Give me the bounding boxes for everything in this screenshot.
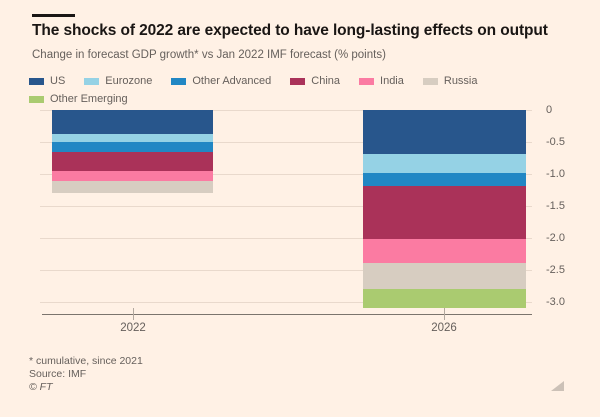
x-axis-tick <box>133 308 134 320</box>
stacked-bar-2026 <box>363 110 526 309</box>
legend-label: Eurozone <box>105 75 153 87</box>
legend-label: Other Advanced <box>192 75 272 87</box>
legend-label: Other Emerging <box>50 93 128 105</box>
bar-segment-us-2022 <box>52 110 213 135</box>
bar-segment-eurozone-2026 <box>363 154 526 173</box>
bar-segment-other-advanced-2026 <box>363 172 526 186</box>
bar-segment-india-2022 <box>52 170 213 181</box>
legend: US Eurozone Other Advanced China India Russia… <box>29 75 529 105</box>
stacked-bar-2022 <box>52 110 213 194</box>
bar-segment-other-emerging-2026 <box>363 288 526 309</box>
legend-swatch-other-advanced <box>171 77 187 85</box>
gridline <box>40 110 532 111</box>
title-accent-bar <box>32 14 75 17</box>
legend-item-russia: Russia <box>422 75 478 87</box>
y-axis-label: -1.5 <box>546 200 565 212</box>
gridline <box>40 270 532 271</box>
x-axis-line <box>42 314 532 315</box>
chart-title: The shocks of 2022 are expected to have … <box>32 22 548 39</box>
bar-segment-china-2022 <box>52 151 213 171</box>
x-axis-label-2022: 2022 <box>120 322 146 334</box>
resize-handle-icon[interactable] <box>551 381 564 391</box>
bar-segment-us-2026 <box>363 110 526 155</box>
bar-segment-other-advanced-2022 <box>52 141 213 152</box>
bar-segment-russia-2026 <box>363 262 526 289</box>
legend-swatch-other-emerging <box>29 95 44 103</box>
legend-item-us: US <box>29 75 65 87</box>
legend-swatch-india <box>359 77 375 85</box>
gridline <box>40 206 532 207</box>
gridline <box>40 238 532 239</box>
legend-item-other-emerging: Other Emerging <box>29 93 128 105</box>
x-axis-tick <box>444 308 445 320</box>
legend-item-other-advanced: Other Advanced <box>171 75 271 87</box>
y-axis-label: -1.0 <box>546 168 565 180</box>
y-axis-label: 0 <box>546 104 553 116</box>
legend-label: India <box>380 75 404 87</box>
legend-item-eurozone: Eurozone <box>84 75 152 87</box>
gridline <box>40 302 532 303</box>
legend-label: US <box>50 75 66 87</box>
source-line: Source: IMF <box>29 368 87 380</box>
copyright-line: © FT <box>29 381 53 393</box>
bar-segment-india-2026 <box>363 238 526 263</box>
legend-swatch-russia <box>422 77 438 85</box>
legend-swatch-eurozone <box>84 77 100 85</box>
legend-item-china: China <box>290 75 340 87</box>
bar-segment-china-2026 <box>363 185 526 239</box>
y-axis-label: -2.0 <box>546 232 565 244</box>
legend-label: Russia <box>443 75 478 87</box>
gridline <box>40 174 532 175</box>
legend-swatch-us <box>29 77 44 85</box>
y-axis-label: -2.5 <box>546 264 565 276</box>
gridline <box>40 142 532 143</box>
chart-subtitle: Change in forecast GDP growth* vs Jan 20… <box>32 49 386 61</box>
legend-label: China <box>311 75 341 87</box>
x-axis-label-2026: 2026 <box>431 322 457 334</box>
bar-segment-russia-2022 <box>52 181 213 194</box>
y-axis-label: -3.0 <box>546 296 565 308</box>
bar-segment-eurozone-2022 <box>52 134 213 142</box>
legend-swatch-china <box>290 77 306 85</box>
y-axis-label: -0.5 <box>546 136 565 148</box>
legend-item-india: India <box>359 75 404 87</box>
footnote: * cumulative, since 2021 <box>29 355 143 367</box>
